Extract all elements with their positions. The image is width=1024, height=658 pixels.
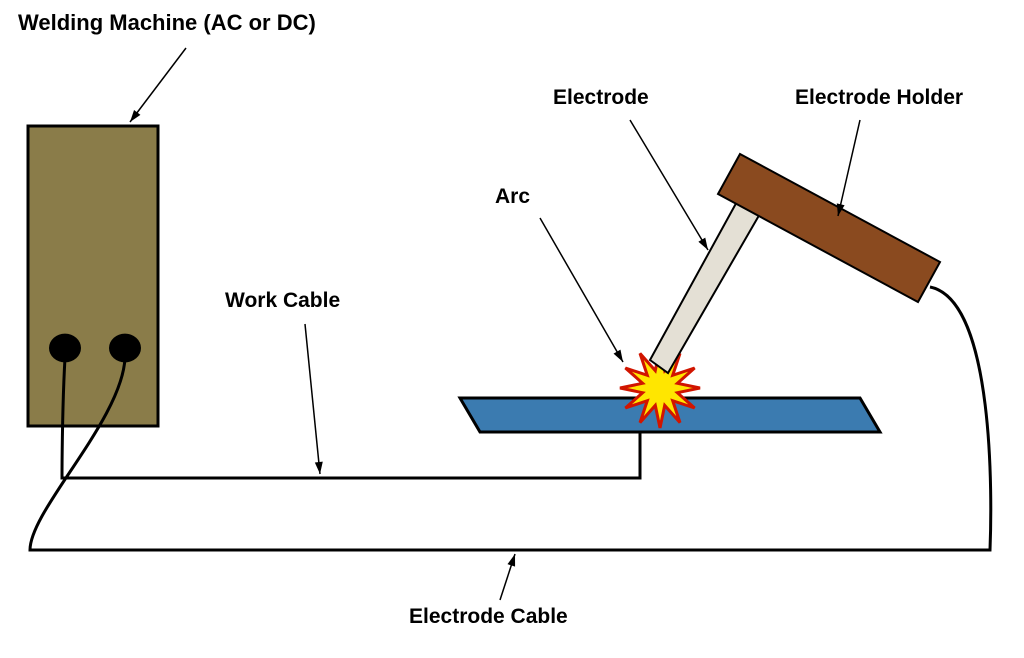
label-work-cable: Work Cable — [225, 289, 340, 313]
welding-machine-box — [28, 126, 158, 426]
label-welding-machine: Welding Machine (AC or DC) — [18, 10, 316, 36]
label-electrode-holder: Electrode Holder — [795, 86, 963, 110]
electrode-cable-arrow-head — [507, 554, 515, 567]
label-electrode-cable: Electrode Cable — [409, 605, 568, 629]
work-cable-arrow-head — [315, 462, 323, 474]
label-electrode: Electrode — [553, 86, 649, 110]
label-arc: Arc — [495, 185, 530, 209]
welding-machine-arrow — [130, 48, 186, 122]
welding-machine-arrow-head — [130, 110, 140, 122]
electrode-arrow-head — [698, 238, 708, 250]
welding-diagram: Welding Machine (AC or DC) Electrode Ele… — [0, 0, 1024, 658]
electrode-arrow — [630, 120, 708, 250]
arc-arrow — [540, 218, 623, 362]
holder-arrow — [838, 120, 860, 216]
work-cable-arrow — [305, 324, 320, 474]
arc-arrow-head — [614, 350, 623, 362]
